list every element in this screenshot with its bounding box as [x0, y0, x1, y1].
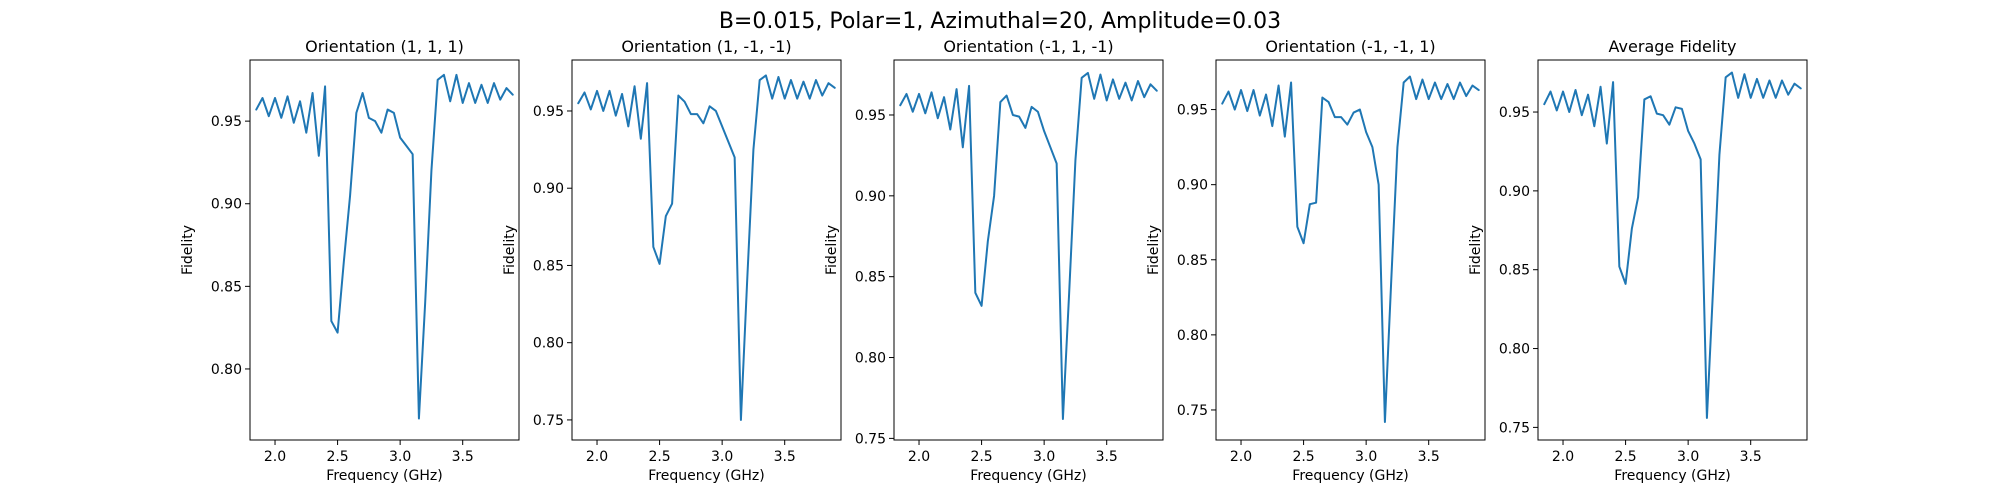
y-tick-label: 0.90 — [855, 189, 886, 205]
x-tick-label: 3.5 — [1418, 449, 1440, 465]
y-tick-label: 0.75 — [1499, 420, 1530, 436]
y-tick-label: 0.75 — [1177, 403, 1208, 419]
plot-frame — [249, 59, 520, 441]
y-tick-label: 0.85 — [1177, 253, 1208, 269]
subplot-grid: Orientation (1, 1, 1) 2.0 2.5 3.0 3.5 0.80 0.8… — [180, 37, 1808, 484]
subplot-2: Orientation (1, -1, -1) 2.0 2.5 3.0 3.5 0.75 0… — [502, 37, 842, 484]
subplot-title: Orientation (-1, -1, 1) — [1265, 37, 1435, 56]
figure-title: B=0.015, Polar=1, Azimuthal=20, Amplitud… — [719, 9, 1281, 34]
subplot-title: Orientation (1, 1, 1) — [305, 37, 464, 56]
y-tick-label: 0.80 — [1177, 328, 1208, 344]
y-tick-label: 0.90 — [1499, 184, 1530, 200]
x-axis-label: Frequency (GHz) — [1292, 468, 1408, 484]
x-tick-label: 3.0 — [1355, 449, 1377, 465]
x-tick-label: 3.5 — [1096, 449, 1118, 465]
x-tick-label: 3.0 — [1033, 449, 1055, 465]
x-tick-label: 2.0 — [264, 449, 286, 465]
x-tick-label: 2.0 — [1230, 449, 1252, 465]
y-tick-label: 0.80 — [855, 351, 886, 367]
x-tick-label: 2.0 — [586, 449, 608, 465]
x-tick-label: 2.5 — [1292, 449, 1314, 465]
y-tick-label: 0.80 — [211, 362, 242, 378]
y-axis-label: Fidelity — [1146, 225, 1162, 275]
y-axis-label: Fidelity — [824, 225, 840, 275]
series-line — [1221, 75, 1480, 423]
y-tick-label: 0.90 — [211, 197, 242, 213]
y-tick-label: 0.95 — [1499, 105, 1530, 121]
subplot-title: Average Fidelity — [1609, 37, 1737, 56]
y-tick-label: 0.95 — [533, 104, 564, 120]
series-line — [1543, 71, 1802, 419]
x-tick-label: 2.5 — [326, 449, 348, 465]
x-tick-label: 3.5 — [1740, 449, 1762, 465]
y-axis-label: Fidelity — [1468, 225, 1484, 275]
plot-frame — [1537, 59, 1808, 441]
subplot-title: Orientation (-1, 1, -1) — [943, 37, 1113, 56]
y-tick-label: 0.85 — [533, 258, 564, 274]
x-tick-label: 2.5 — [1614, 449, 1636, 465]
x-tick-label: 2.0 — [1552, 449, 1574, 465]
y-tick-label: 0.85 — [1499, 263, 1530, 279]
y-tick-label: 0.75 — [533, 413, 564, 429]
series-line — [255, 73, 514, 420]
plot-frame — [571, 59, 842, 441]
x-axis-label: Frequency (GHz) — [1614, 468, 1730, 484]
subplot-title: Orientation (1, -1, -1) — [621, 37, 791, 56]
series-line — [577, 74, 836, 421]
subplot-1: Orientation (1, 1, 1) 2.0 2.5 3.0 3.5 0.80 0.8… — [180, 37, 520, 484]
x-axis-label: Frequency (GHz) — [648, 468, 764, 484]
x-tick-label: 2.5 — [970, 449, 992, 465]
y-axis-label: Fidelity — [502, 225, 518, 275]
y-tick-label: 0.95 — [855, 108, 886, 124]
x-tick-label: 3.0 — [1677, 449, 1699, 465]
y-tick-label: 0.85 — [211, 279, 242, 295]
subplot-3: Orientation (-1, 1, -1) 2.0 2.5 3.0 3.5 0.75 0… — [824, 37, 1164, 484]
y-tick-label: 0.75 — [855, 431, 886, 447]
y-axis-label: Fidelity — [180, 225, 196, 275]
y-tick-label: 0.85 — [855, 270, 886, 286]
y-tick-label: 0.95 — [1177, 103, 1208, 119]
plot-frame — [1215, 59, 1486, 441]
x-tick-label: 3.5 — [774, 449, 796, 465]
x-tick-label: 3.0 — [711, 449, 733, 465]
series-line — [899, 71, 1158, 420]
plot-frame — [893, 59, 1164, 441]
x-tick-label: 3.0 — [389, 449, 411, 465]
y-tick-label: 0.80 — [533, 336, 564, 352]
y-tick-label: 0.90 — [1177, 178, 1208, 194]
subplot-4: Orientation (-1, -1, 1) 2.0 2.5 3.0 3.5 0.75 0… — [1146, 37, 1486, 484]
x-tick-label: 2.5 — [648, 449, 670, 465]
y-tick-label: 0.90 — [533, 181, 564, 197]
x-axis-label: Frequency (GHz) — [326, 468, 442, 484]
y-tick-label: 0.80 — [1499, 342, 1530, 358]
subplot-5: Average Fidelity 2.0 2.5 3.0 3.5 0.75 0.80 0.85… — [1468, 37, 1808, 484]
y-tick-label: 0.95 — [211, 114, 242, 130]
x-tick-label: 2.0 — [908, 449, 930, 465]
x-tick-label: 3.5 — [452, 449, 474, 465]
x-axis-label: Frequency (GHz) — [970, 468, 1086, 484]
